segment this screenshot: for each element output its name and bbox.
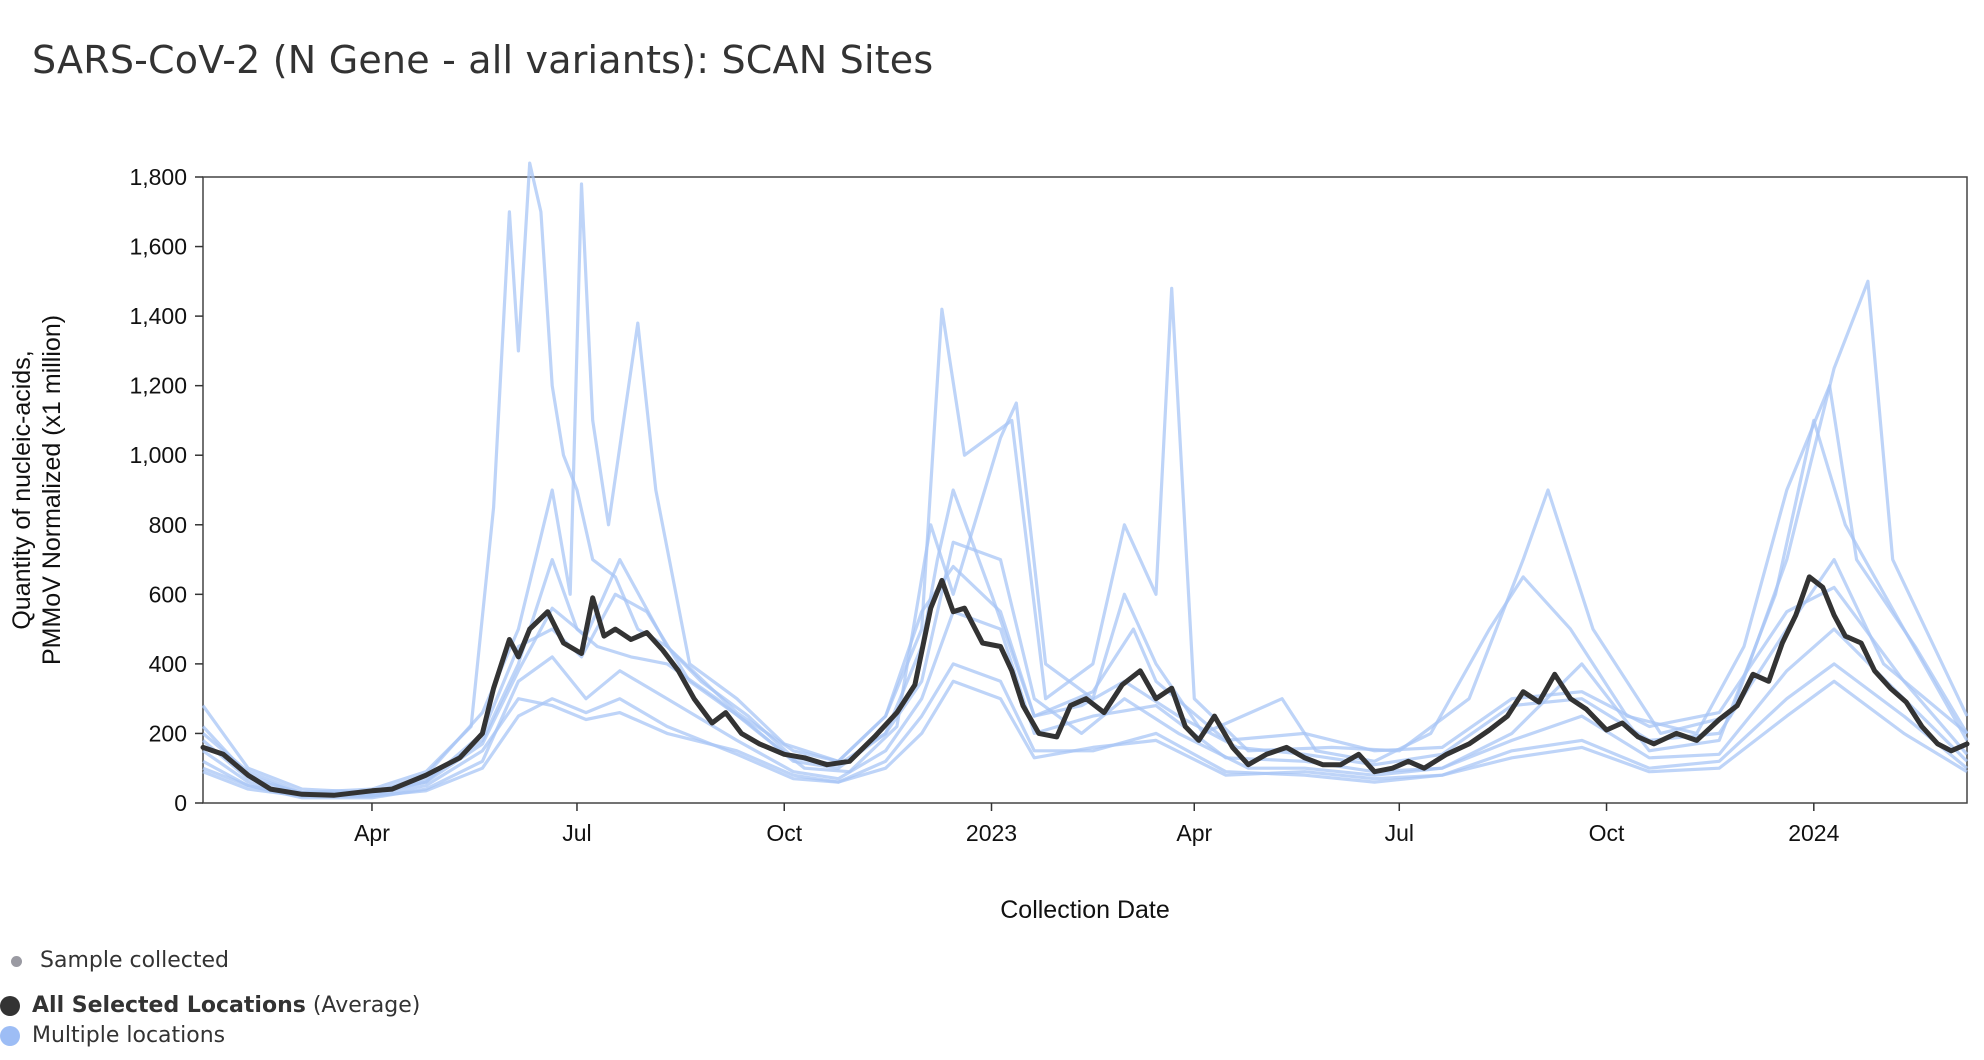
y-tick-label-2: 400 bbox=[149, 651, 187, 677]
sample-dot-icon bbox=[11, 955, 22, 967]
series-line-location-2[interactable] bbox=[201, 182, 1969, 795]
legend-average-suffix: (Average) bbox=[312, 993, 421, 1018]
legend-average[interactable]: All Selected Locations (Average) bbox=[0, 993, 420, 1018]
series-line-location-7[interactable] bbox=[201, 558, 1969, 796]
x-tick-label-5: Jul bbox=[1385, 820, 1414, 846]
y-tick-label-1: 200 bbox=[149, 720, 187, 746]
x-tick-label-3: 2023 bbox=[966, 820, 1017, 846]
y-tick-label-0: 0 bbox=[174, 790, 187, 816]
y-tick-label-9: 1,800 bbox=[129, 164, 187, 190]
y-axis-title-line2: PMMoV Normalized (x1 million) bbox=[38, 315, 66, 665]
axis-ticks-layer: 0 200 400 600 800 1,000 1,200 1,400 1,600 1,800 Ap… bbox=[129, 164, 1839, 846]
y-tick-label-5: 1,000 bbox=[129, 442, 187, 468]
average-series-layer bbox=[200, 574, 1970, 798]
x-tick-label-6: Oct bbox=[1589, 820, 1625, 846]
x-tick-label-0: Apr bbox=[354, 820, 390, 846]
legend-sample-collected: Sample collected bbox=[11, 948, 229, 973]
legend-multiple-label: Multiple locations bbox=[32, 1023, 226, 1048]
y-tick-label-6: 1,200 bbox=[129, 373, 187, 399]
series-line-location-3[interactable] bbox=[202, 418, 1969, 798]
locations-dot-icon bbox=[0, 1026, 20, 1046]
legend-sample-label: Sample collected bbox=[40, 948, 230, 973]
plot-frame bbox=[202, 176, 1968, 804]
x-tick-label-1: Jul bbox=[562, 820, 591, 846]
x-tick-label-2: Oct bbox=[766, 820, 802, 846]
location-series-layer bbox=[201, 161, 1969, 800]
y-tick-label-8: 1,600 bbox=[129, 234, 187, 260]
y-tick-label-3: 600 bbox=[149, 581, 187, 607]
chart-title: SARS-CoV-2 (N Gene - all variants): SCAN… bbox=[32, 38, 934, 82]
y-tick-label-4: 800 bbox=[149, 512, 187, 538]
series-line-location-8[interactable] bbox=[202, 679, 1968, 798]
legend-multiple-locations[interactable]: Multiple locations bbox=[0, 1023, 225, 1048]
plot-frame-layer bbox=[202, 176, 1968, 804]
series-line-average[interactable] bbox=[200, 574, 1970, 798]
legend-average-label: All Selected Locations bbox=[32, 993, 306, 1018]
y-tick-label-7: 1,400 bbox=[129, 303, 187, 329]
y-axis-title-line1: Quantity of nucleic-acids, bbox=[8, 350, 36, 629]
x-tick-label-7: 2024 bbox=[1788, 820, 1839, 846]
series-line-location-5[interactable] bbox=[201, 384, 1969, 795]
average-dot-icon bbox=[0, 996, 20, 1016]
x-axis-title: Collection Date bbox=[1000, 896, 1170, 924]
x-tick-label-4: Apr bbox=[1176, 820, 1212, 846]
